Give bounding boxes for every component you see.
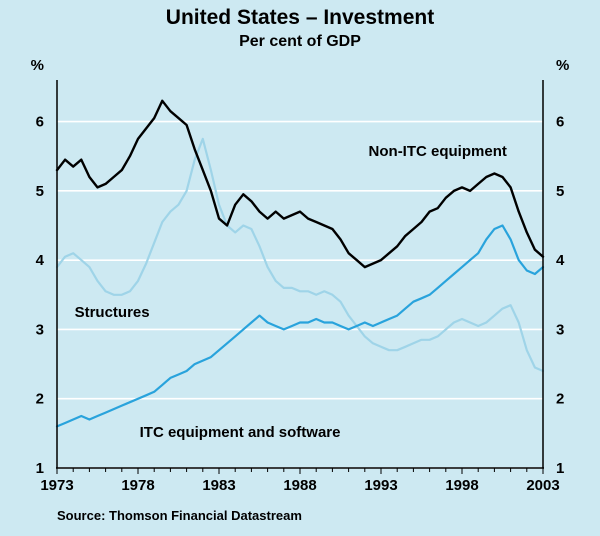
x-tick-label-1978: 1978 — [121, 477, 154, 494]
series-line-itc-equipment-and-software — [55, 224, 545, 428]
y-tick-label-left-6: 6 — [36, 114, 44, 131]
annotation-itc-equipment-and-software: ITC equipment and software — [140, 424, 341, 441]
series-line-structures — [55, 137, 545, 373]
annotation-structures: Structures — [75, 304, 150, 321]
chart-subtitle: Per cent of GDP — [239, 33, 361, 50]
y-tick-label-left-5: 5 — [36, 183, 44, 200]
y-tick-label-left-1: 1 — [36, 460, 44, 477]
y-tick-label-right-1: 1 — [556, 460, 564, 477]
y-tick-label-right-4: 4 — [556, 252, 565, 269]
y-tick-label-left-4: 4 — [36, 252, 45, 269]
x-tick-label-1988: 1988 — [283, 477, 316, 494]
source-note: Source: Thomson Financial Datastream — [57, 508, 302, 523]
chart-title: United States – Investment — [165, 6, 435, 29]
y-tick-label-left-2: 2 — [36, 391, 44, 408]
unit-label-right: % — [556, 57, 569, 74]
x-tick-label-1993: 1993 — [364, 477, 397, 494]
y-tick-label-right-6: 6 — [556, 114, 564, 131]
y-tick-label-right-5: 5 — [556, 183, 564, 200]
y-tick-label-left-3: 3 — [36, 321, 44, 338]
y-tick-label-right-3: 3 — [556, 321, 564, 338]
x-tick-label-1998: 1998 — [445, 477, 478, 494]
x-tick-label-2003: 2003 — [526, 477, 559, 494]
annotation-non-itc-equipment: Non-ITC equipment — [369, 143, 507, 160]
unit-label-left: % — [31, 57, 44, 74]
x-tick-label-1973: 1973 — [40, 477, 73, 494]
series-line-non-itc-equipment — [55, 99, 545, 269]
y-tick-label-right-2: 2 — [556, 391, 564, 408]
x-tick-label-1983: 1983 — [202, 477, 235, 494]
